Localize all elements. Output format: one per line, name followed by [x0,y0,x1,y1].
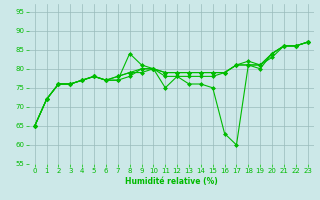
X-axis label: Humidité relative (%): Humidité relative (%) [125,177,218,186]
